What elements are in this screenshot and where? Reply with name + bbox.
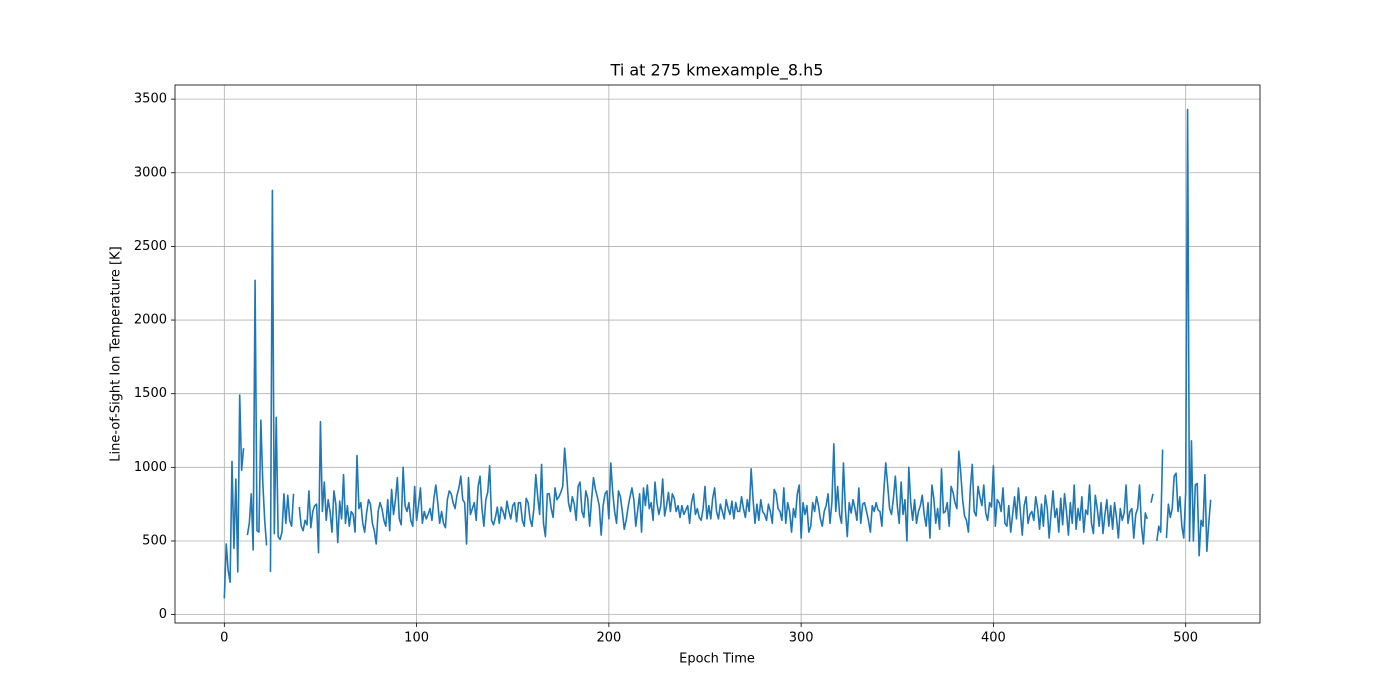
x-tick-label: 200 <box>596 631 621 646</box>
chart-title: Ti at 275 kmexample_8.h5 <box>610 61 824 81</box>
y-tick-label: 3000 <box>134 165 167 180</box>
y-tick-label: 3500 <box>134 92 167 107</box>
x-tick-label: 300 <box>789 631 814 646</box>
y-tick-label: 500 <box>142 533 167 548</box>
y-tick-label: 2500 <box>134 239 167 254</box>
line <box>223 108 1212 599</box>
y-tick-label: 0 <box>159 607 167 622</box>
plot-frame <box>174 84 1261 624</box>
x-tick-label: 400 <box>981 631 1006 646</box>
y-tick-label: 2000 <box>134 313 167 328</box>
x-tick-label: 500 <box>1173 631 1198 646</box>
y-tick-label: 1500 <box>134 386 167 401</box>
x-tick-label: 100 <box>404 631 429 646</box>
y-tick-label: 1000 <box>134 460 167 475</box>
x-axis-label: Epoch Time <box>679 652 755 667</box>
x-tick-label: 0 <box>220 631 228 646</box>
y-axis-label: Line-of-Sight Ion Temperature [K] <box>109 246 124 461</box>
